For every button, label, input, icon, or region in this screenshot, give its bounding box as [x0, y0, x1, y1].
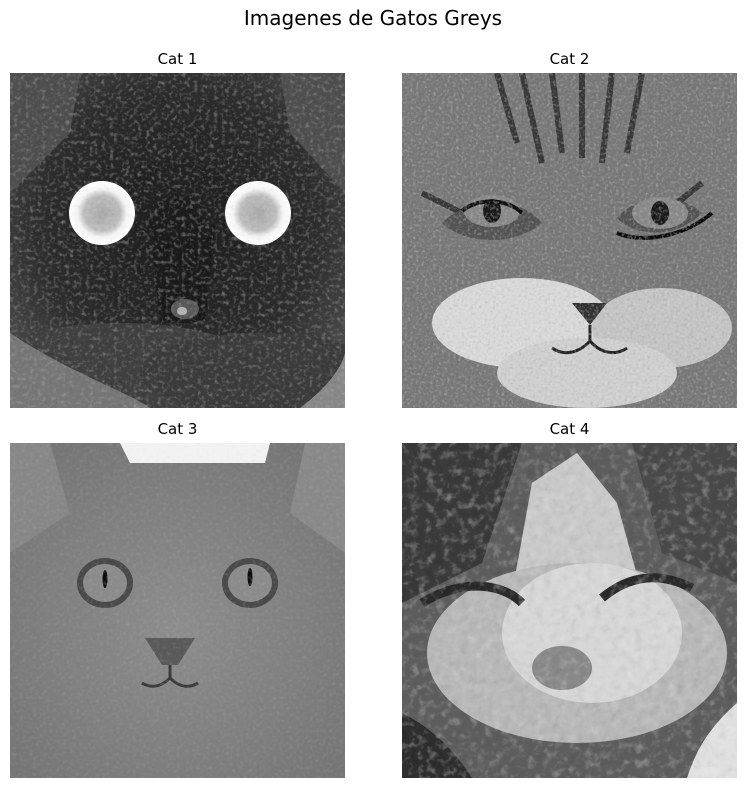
panel-cat-1: Cat 1: [10, 48, 345, 408]
panel-cat-3: Cat 3: [10, 418, 345, 778]
cat-image: [402, 73, 737, 408]
cat-image: [10, 443, 345, 778]
panel-title: Cat 3: [157, 420, 198, 438]
panel-title: Cat 4: [549, 420, 590, 438]
panel-title: Cat 2: [549, 50, 590, 68]
figure-title: Imagenes de Gatos Greys: [243, 6, 503, 30]
panel-cat-2: Cat 2: [402, 48, 737, 408]
cat-image: [402, 443, 737, 778]
cat-image: [10, 73, 345, 408]
panel-title: Cat 1: [157, 50, 198, 68]
panel-cat-4: Cat 4: [402, 418, 737, 778]
